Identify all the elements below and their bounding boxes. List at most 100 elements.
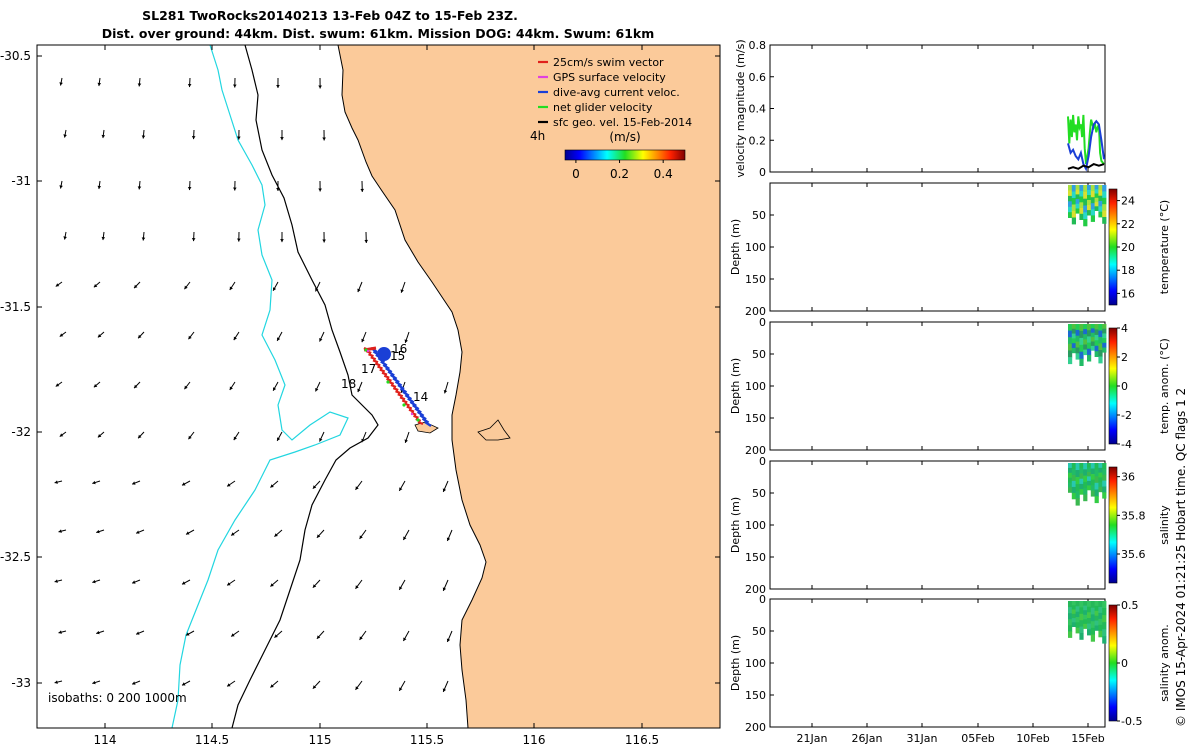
heatmap-cell xyxy=(1102,204,1107,211)
heatmap-cell xyxy=(1098,185,1103,191)
heatmap-cell xyxy=(1090,345,1095,351)
time-tick-label: 21Jan xyxy=(797,732,828,745)
heatmap-cell xyxy=(1071,463,1076,470)
velocity-arrowhead xyxy=(132,681,136,685)
heatmap-cell xyxy=(1087,348,1092,356)
heatmap-cell xyxy=(1094,340,1099,347)
lat-tick-label: -32 xyxy=(11,425,31,439)
velocity-arrowhead xyxy=(227,483,231,487)
velocity-arrowhead xyxy=(360,188,365,192)
colorbar-3 xyxy=(1108,466,1118,584)
glider-track xyxy=(363,346,432,427)
heatmap-cell xyxy=(1090,341,1095,347)
heatmap-cell xyxy=(1087,324,1092,331)
heatmap-cell xyxy=(1068,195,1073,202)
heatmap-cell xyxy=(1071,605,1076,610)
heatmap-cell xyxy=(1094,324,1099,330)
velocity-arrowhead xyxy=(186,632,190,636)
heatmap-cell xyxy=(1075,477,1080,485)
colorbar-tick-label: 35.6 xyxy=(1121,548,1146,561)
colorbar-tick-label: 22 xyxy=(1121,218,1135,231)
map-panel: 114 114.5 115 115.5 116 116.5 -30.5 -31 -31.5 -32… xyxy=(0,44,721,747)
heatmap-cell xyxy=(1075,484,1080,492)
y-axis-label: Depth (m) xyxy=(729,219,742,275)
heatmap-cell xyxy=(1075,627,1080,634)
colorbar-label: salinity xyxy=(1158,505,1171,545)
profile-panel-4: 0 50 100 150 200 Depth (m) 0.5 0 -0.5 salinity an… xyxy=(729,593,1171,745)
velocity-arrowhead xyxy=(237,136,241,140)
dive-avg-velocity xyxy=(416,410,425,417)
heatmap-cell xyxy=(1098,624,1103,632)
velocity-arrowhead xyxy=(92,579,96,584)
colorbar-tick-label: 2 xyxy=(1121,351,1128,364)
colorbar-label: temperature (°C) xyxy=(1158,200,1171,294)
heatmap-cell xyxy=(1071,198,1076,205)
heatmap-cell xyxy=(1075,208,1080,214)
heatmap-cell xyxy=(1079,202,1084,209)
heatmap-cell xyxy=(1098,477,1103,483)
heatmap-cell xyxy=(1102,474,1107,481)
velocity-arrowhead xyxy=(274,634,278,638)
swim-vector xyxy=(383,374,390,379)
swim-vector xyxy=(397,393,404,398)
swim-vector xyxy=(386,377,392,382)
velocity-arrowhead xyxy=(322,239,326,243)
heatmap-cell xyxy=(1087,195,1092,201)
heatmap-cell xyxy=(1094,496,1099,504)
depth-tick-label: 0 xyxy=(759,593,766,606)
velocity-arrowhead xyxy=(277,337,281,341)
heatmap-cell xyxy=(1087,200,1092,206)
velocity-arrowhead xyxy=(141,135,146,139)
heatmap-cell xyxy=(1102,333,1107,339)
velocity-arrowhead xyxy=(322,137,326,141)
heatmap-cell xyxy=(1083,334,1088,340)
heatmap-cell xyxy=(1094,601,1099,607)
heatmap-cell xyxy=(1087,618,1092,625)
velocity-arrowhead xyxy=(188,435,192,440)
heatmap-cell xyxy=(1090,601,1095,609)
heatmap-cell xyxy=(1068,190,1073,197)
heatmap-cell xyxy=(1068,343,1073,351)
heatmap-cell xyxy=(1075,185,1080,191)
velocity-arrowhead xyxy=(182,482,186,486)
heatmap-cell xyxy=(1083,329,1088,335)
heatmap-cell xyxy=(1068,477,1073,483)
velocity-arrowhead xyxy=(93,283,98,288)
heatmap-cell xyxy=(1083,610,1088,616)
heatmap-cell xyxy=(1094,469,1099,477)
footer-credit: © IMOS 15-Apr-2024 01:21:25 Hobart time.… xyxy=(1174,388,1188,727)
velocity-arrowhead xyxy=(96,529,100,534)
velocity-arrowhead xyxy=(315,387,319,392)
heatmap-cell xyxy=(1102,629,1107,637)
heatmap-cell xyxy=(1098,343,1103,351)
coastline xyxy=(337,45,487,728)
heatmap-cell xyxy=(1090,485,1095,492)
swim-vector xyxy=(408,408,415,413)
heatmap-cell xyxy=(1079,601,1084,608)
velocity-arrowhead xyxy=(359,535,363,539)
velocity-arrowhead xyxy=(315,287,319,292)
colorbar-label: temp. anom. (°C) xyxy=(1158,338,1171,434)
heatmap-cell xyxy=(1083,481,1088,489)
velocity-series-line xyxy=(1067,119,1105,172)
velocity-arrowhead xyxy=(355,486,359,490)
heatmap-cell xyxy=(1098,330,1103,338)
velocity-arrowhead xyxy=(101,134,106,139)
velocity-arrowhead xyxy=(191,238,196,242)
panel-frame xyxy=(769,598,1106,728)
colorbar-tick-label: 18 xyxy=(1121,264,1135,277)
heatmap-cell xyxy=(1098,482,1103,488)
heatmap-cell xyxy=(1087,342,1092,350)
velocity-arrowhead xyxy=(316,534,321,538)
heatmap-cell xyxy=(1079,358,1084,366)
swim-vector xyxy=(404,402,410,407)
heatmap-cell xyxy=(1071,348,1076,354)
velocity-arrowhead xyxy=(55,283,60,287)
time-tick-label: 05Feb xyxy=(961,732,994,745)
heatmap-cell xyxy=(1102,347,1107,353)
colorbar-tick-label: 36 xyxy=(1121,471,1135,484)
heatmap-cell xyxy=(1083,619,1088,625)
velocity-arrowhead xyxy=(138,334,142,339)
heatmap-cell xyxy=(1090,627,1095,635)
heatmap-cell xyxy=(1083,339,1088,345)
